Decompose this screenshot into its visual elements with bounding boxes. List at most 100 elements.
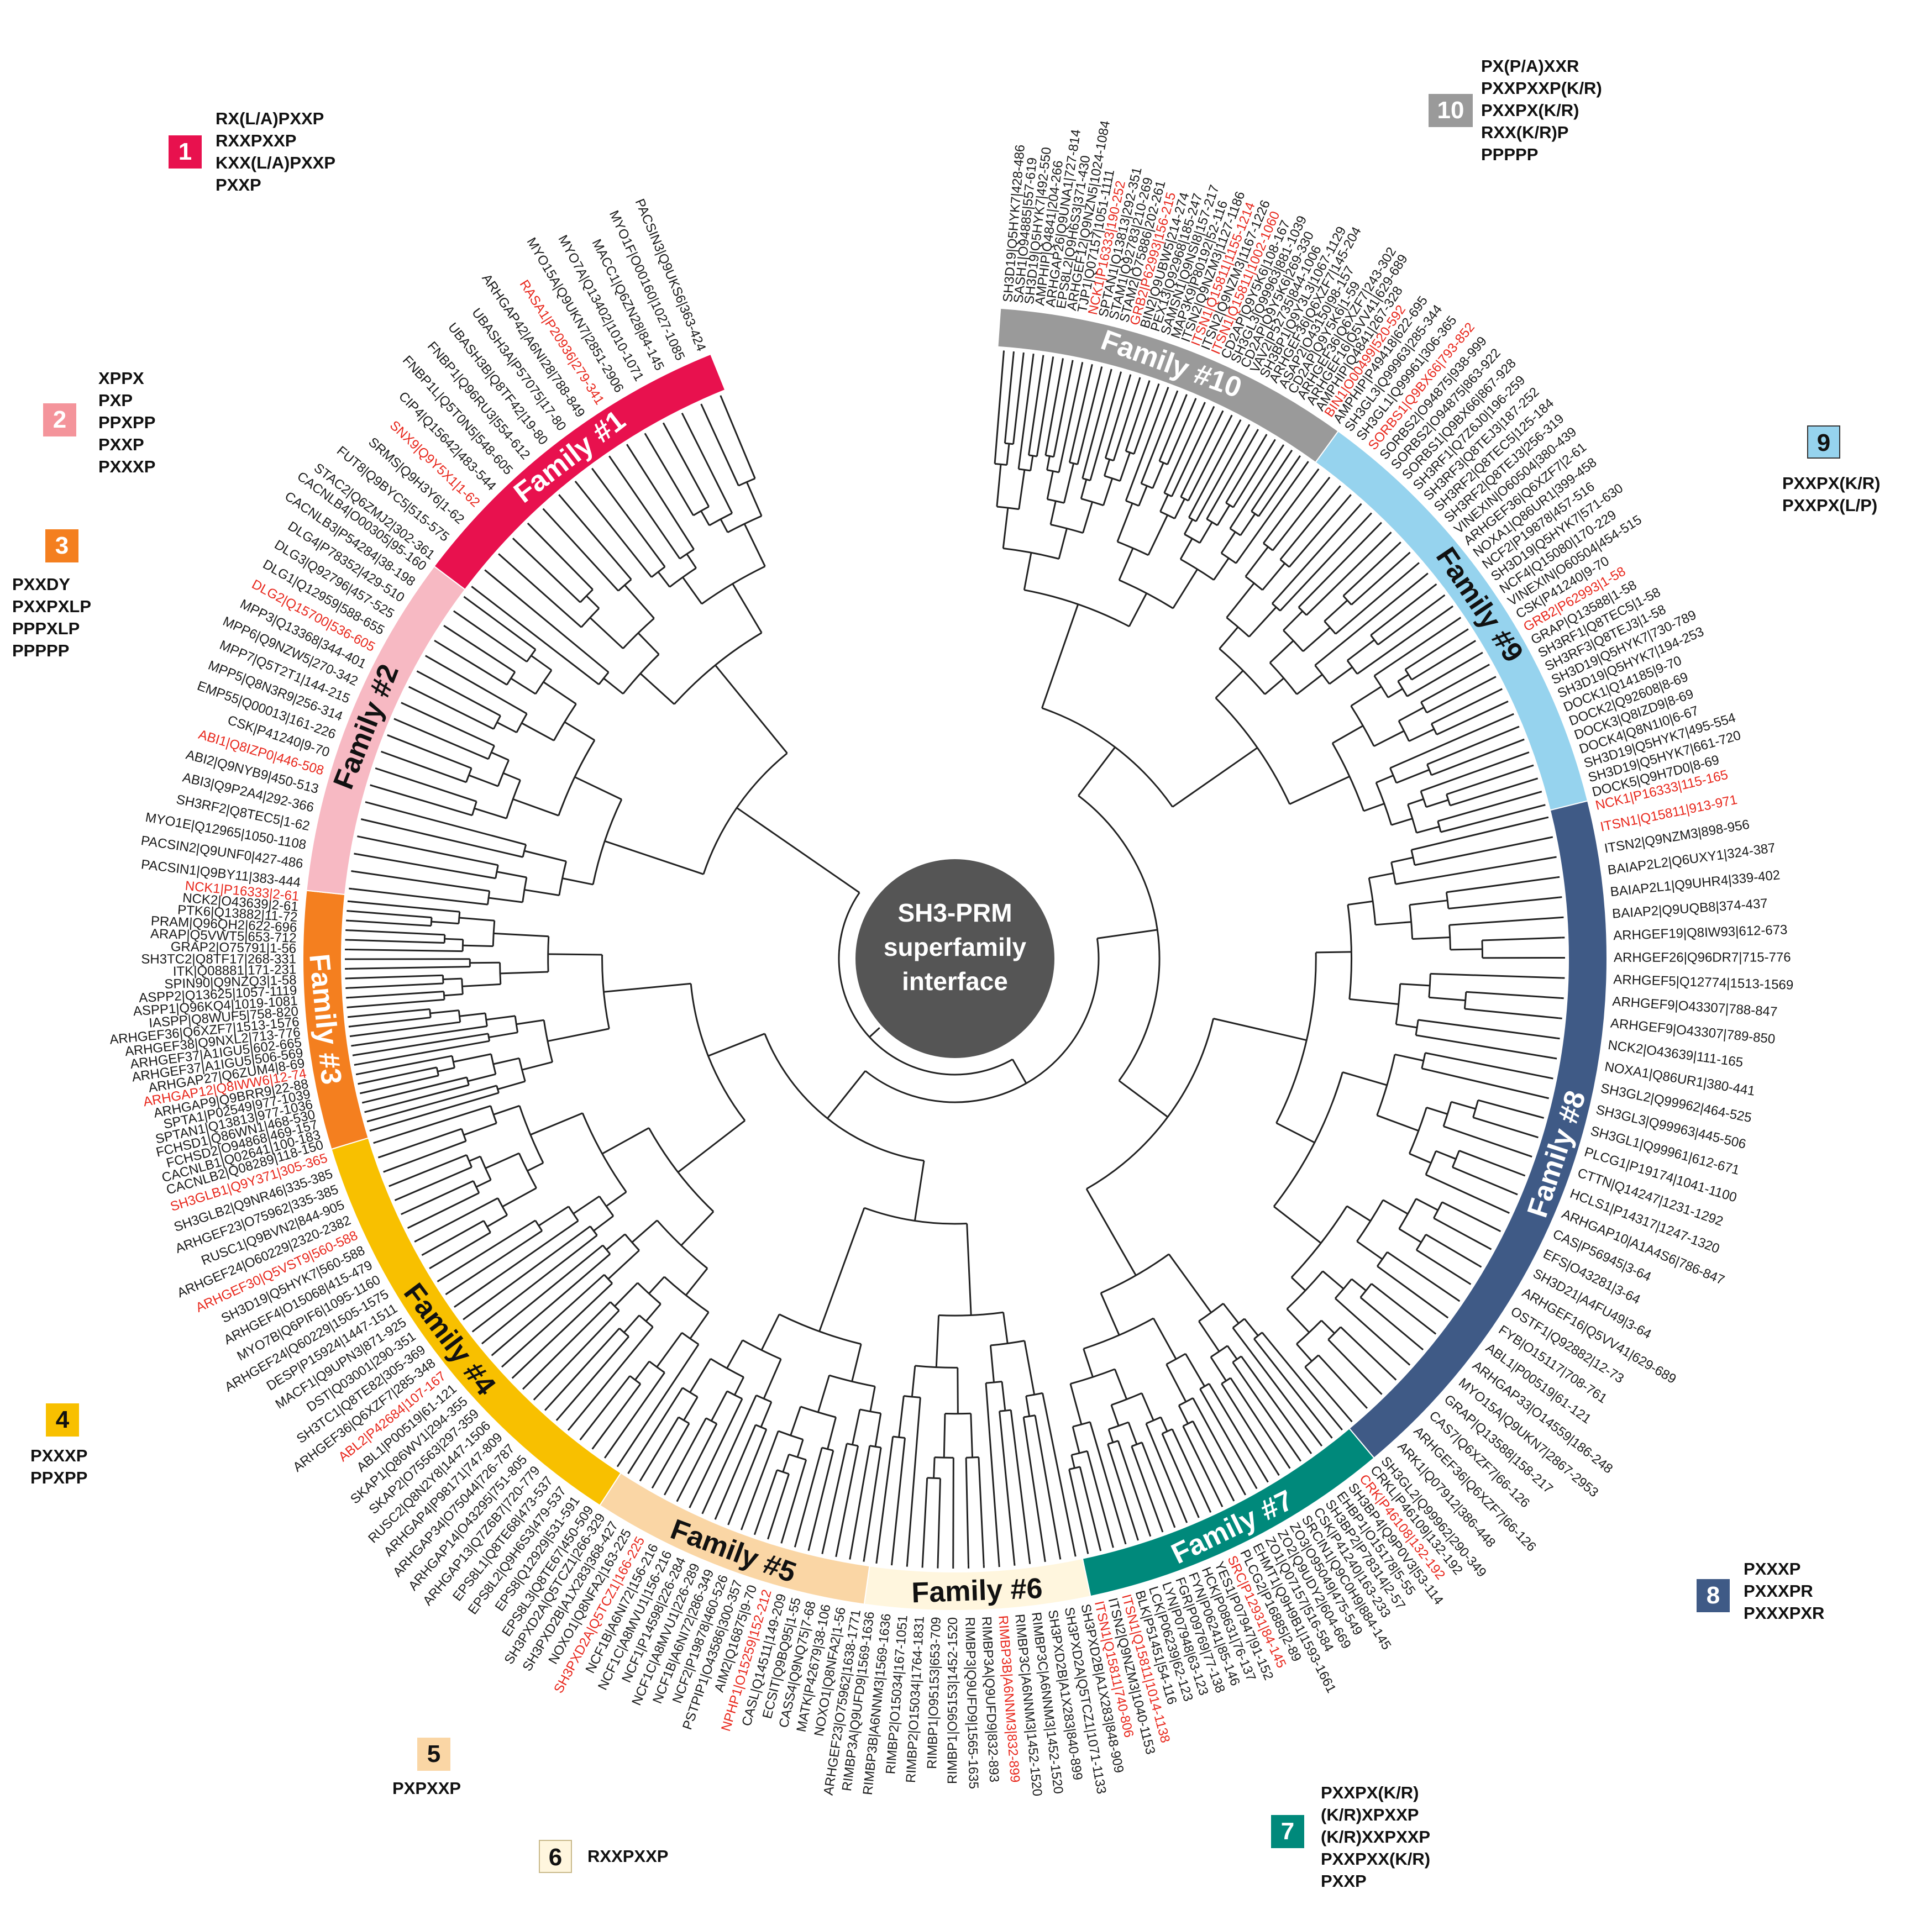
leaf-label: BAIAP2|Q9UQB8|374-437 <box>1611 896 1768 922</box>
tree-branch <box>1358 503 1362 507</box>
tree-branch <box>357 853 496 880</box>
tree-branch <box>627 1470 631 1474</box>
tree-branch <box>1540 1116 1545 1119</box>
tree-branch <box>522 877 528 903</box>
tree-branch <box>1332 725 1364 744</box>
tree-branch <box>911 1365 916 1397</box>
tree-branch <box>682 1387 698 1398</box>
tree-branch <box>1305 461 1309 465</box>
tree-branch <box>369 1129 374 1132</box>
tree-branch <box>1271 506 1360 604</box>
tree-branch <box>1391 818 1413 826</box>
tree-branch <box>1478 1264 1482 1268</box>
tree-branch <box>1199 1388 1256 1486</box>
tree-branch <box>1230 1377 1289 1466</box>
tree-branch <box>669 567 697 588</box>
tree-branch <box>746 481 763 517</box>
tree-branch <box>1086 1450 1114 1545</box>
tree-branch <box>1298 455 1301 459</box>
tree-branch <box>488 897 523 903</box>
tree-branch <box>1486 664 1490 667</box>
tree-branch <box>1183 519 1194 535</box>
motif: PXXDY <box>12 575 71 594</box>
tree-branch <box>874 1413 882 1447</box>
tree-branch <box>524 850 566 862</box>
tree-branch <box>1425 1174 1507 1213</box>
tree-branch <box>456 1220 579 1306</box>
tree-branch <box>396 719 489 760</box>
tree-branch <box>1275 952 1317 1124</box>
tree-branch <box>1283 629 1304 652</box>
leaf-label: ARHGEF5|Q12774|1513-1569 <box>1613 972 1794 992</box>
tree-branch <box>689 1358 712 1393</box>
tree-branch <box>533 1397 537 1401</box>
tree-branch <box>430 1009 459 1014</box>
tree-branch <box>628 446 695 550</box>
tree-branch <box>863 1447 882 1559</box>
tree-branch <box>1001 1381 1006 1411</box>
tree-branch <box>1269 640 1294 664</box>
tree-branch <box>1398 1228 1422 1243</box>
tree-branch <box>443 977 462 981</box>
tree-branch <box>1082 372 1112 479</box>
tree-branch <box>408 686 412 689</box>
motif-list-4: PXXXP PPXPP <box>30 1445 87 1489</box>
tree-branch <box>560 496 632 580</box>
tree-branch <box>1220 1503 1224 1507</box>
tree-branch <box>1152 1318 1177 1360</box>
tree-branch <box>1279 514 1370 612</box>
tree-branch <box>434 639 438 643</box>
tree-branch <box>1397 674 1409 682</box>
tree-branch <box>1071 360 1074 364</box>
tree-branch <box>1128 374 1132 378</box>
center-label-line-3: interface <box>902 967 1008 996</box>
tree-branch <box>487 1033 491 1041</box>
tree-branch <box>1206 432 1257 520</box>
motif: PXXPXX(K/R) <box>1321 1849 1431 1869</box>
tree-branch <box>1254 1485 1258 1490</box>
tree-branch <box>715 665 788 754</box>
tree-branch <box>366 1119 371 1123</box>
tree-branch <box>1448 925 1451 950</box>
tree-branch <box>1262 471 1317 544</box>
tree-branch <box>455 612 528 662</box>
tree-branch <box>514 1016 519 1033</box>
tree-branch <box>1097 929 1158 939</box>
tree-branch <box>432 1232 491 1268</box>
tree-branch <box>604 840 704 875</box>
tree-branch <box>1558 896 1562 898</box>
motif: PXXP <box>216 175 261 194</box>
tree-branch <box>760 1314 780 1351</box>
tree-branch <box>486 1015 516 1021</box>
motif: PXPXXP <box>392 1779 461 1798</box>
tree-branch <box>1159 511 1175 519</box>
tree-branch <box>1296 1343 1313 1362</box>
tree-branch <box>530 1112 583 1136</box>
tree-branch <box>1138 485 1148 507</box>
tree-branch <box>1327 1339 1380 1393</box>
tree-branch <box>1022 1417 1046 1559</box>
motif-list-6: RXXPXXP <box>587 1845 668 1867</box>
tree-branch <box>1514 1192 1518 1196</box>
tree-branch <box>1203 402 1206 406</box>
family-arc-1 <box>433 353 726 591</box>
tree-branch <box>1210 1356 1227 1382</box>
tree-branch <box>1327 1326 1342 1340</box>
tree-branch <box>1248 606 1277 638</box>
tree-branch <box>1061 358 1064 362</box>
tree-branch <box>637 632 660 655</box>
tree-branch <box>849 1556 852 1560</box>
tree-branch <box>1180 558 1215 581</box>
motif: PPPPP <box>1481 145 1539 164</box>
leaf-label: RIMBP1|O95153|653-709 <box>925 1617 944 1769</box>
tree-branch <box>1161 1528 1164 1533</box>
tree-branch <box>454 1304 458 1308</box>
tree-branch <box>1351 554 1409 606</box>
tree-branch <box>1549 836 1553 839</box>
family-badge-10: 10 <box>1429 94 1473 127</box>
tree-branch <box>1222 1303 1240 1324</box>
tree-branch <box>1472 1099 1479 1118</box>
tree-branch <box>1394 1053 1424 1062</box>
tree-branch <box>1351 1278 1367 1292</box>
tree-branch <box>1011 1059 1027 1084</box>
